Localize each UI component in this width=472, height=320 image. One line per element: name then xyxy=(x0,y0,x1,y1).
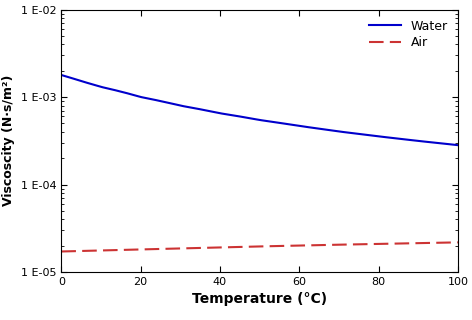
Water xyxy=(295,124,300,128)
Y-axis label: Viscoscity (N·s/m²): Viscoscity (N·s/m²) xyxy=(2,75,15,206)
Water xyxy=(247,116,253,120)
Air xyxy=(59,250,64,253)
Line: Water: Water xyxy=(61,75,458,145)
Water xyxy=(446,142,451,146)
Water xyxy=(273,120,279,124)
Line: Air: Air xyxy=(61,242,458,252)
Air xyxy=(273,244,279,248)
X-axis label: Temperature (°C): Temperature (°C) xyxy=(192,292,327,307)
Legend: Water, Air: Water, Air xyxy=(366,16,452,53)
Air xyxy=(446,241,451,244)
Air xyxy=(383,242,389,246)
Water xyxy=(383,135,389,139)
Water xyxy=(249,117,255,121)
Air xyxy=(247,245,253,249)
Water xyxy=(455,143,461,147)
Air xyxy=(249,245,255,249)
Air xyxy=(295,244,300,247)
Air xyxy=(455,240,461,244)
Water xyxy=(59,73,64,77)
